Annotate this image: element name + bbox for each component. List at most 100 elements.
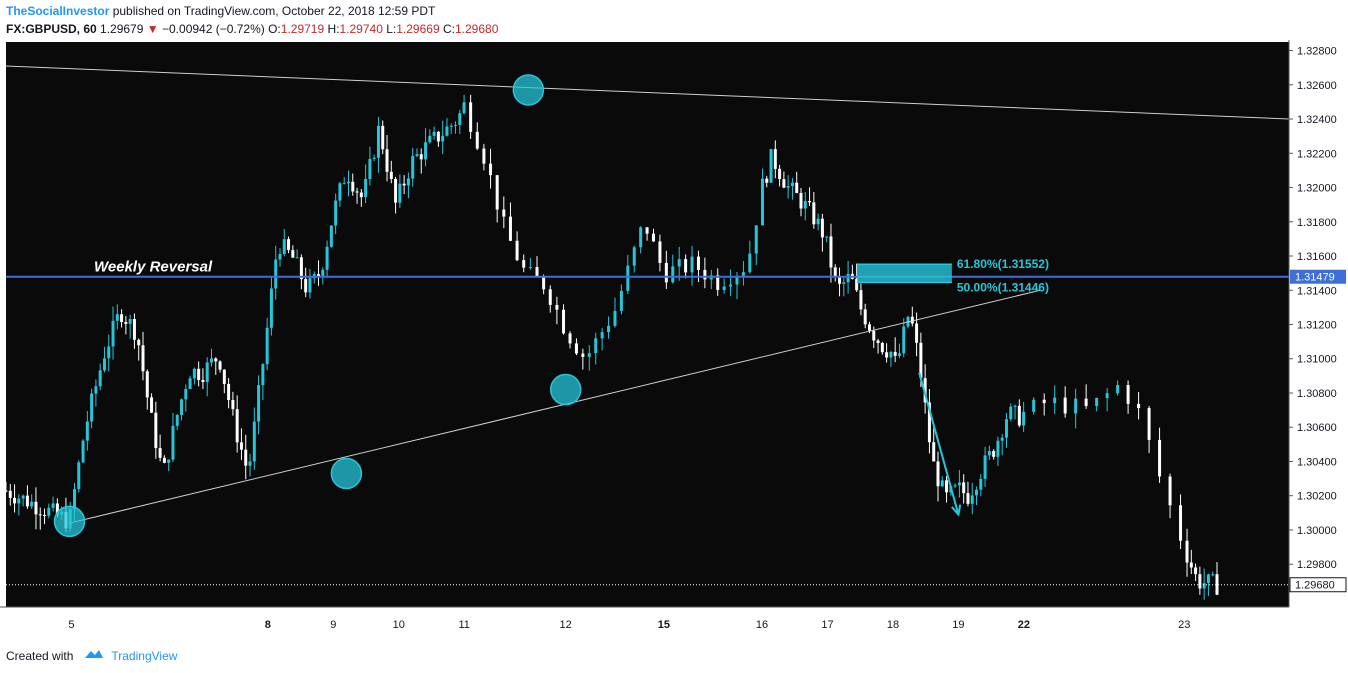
price-chart[interactable]: Weekly Reversal 61.80%(1.31552) 50.00%(1.3… bbox=[0, 40, 1348, 638]
candle bbox=[338, 181, 342, 207]
candle-body bbox=[120, 314, 124, 322]
candle-body bbox=[910, 316, 914, 324]
candle bbox=[812, 191, 816, 229]
candle bbox=[419, 148, 423, 174]
publisher-name[interactable]: TheSocialInvestor bbox=[6, 4, 110, 18]
candle bbox=[98, 363, 102, 391]
candle-body bbox=[137, 339, 141, 346]
fib-zone bbox=[856, 264, 952, 283]
candle-body bbox=[359, 192, 363, 198]
candle-body bbox=[329, 225, 333, 247]
candle bbox=[658, 234, 662, 272]
candle-body bbox=[1053, 397, 1057, 404]
swing-point-marker bbox=[549, 373, 582, 406]
candle-body bbox=[205, 362, 209, 382]
candle bbox=[209, 348, 213, 367]
fib-618-label: 61.80%(1.31552) bbox=[957, 257, 1049, 271]
candle-body bbox=[381, 125, 385, 150]
candle bbox=[13, 484, 17, 513]
candle-body bbox=[876, 340, 880, 343]
candle bbox=[940, 476, 944, 488]
tradingview-cloud-icon[interactable] bbox=[83, 648, 105, 663]
candle-body bbox=[594, 338, 598, 354]
candle-body bbox=[897, 353, 901, 356]
candle-body bbox=[885, 352, 889, 358]
footer: Created with TradingView bbox=[6, 648, 177, 663]
candle-body bbox=[799, 192, 803, 209]
candle bbox=[428, 129, 432, 144]
candle bbox=[359, 189, 363, 207]
candle bbox=[1000, 434, 1004, 456]
candle-body bbox=[778, 168, 782, 180]
candle bbox=[376, 116, 380, 173]
candle-body bbox=[248, 461, 252, 466]
high-value: 1.29740 bbox=[339, 22, 383, 36]
candle-body bbox=[825, 236, 829, 238]
candle bbox=[1137, 391, 1141, 420]
candle-body bbox=[218, 361, 222, 370]
candle bbox=[394, 176, 398, 214]
candle bbox=[987, 445, 991, 460]
candle bbox=[741, 261, 745, 286]
candle-body bbox=[1074, 398, 1078, 414]
candle-body bbox=[1198, 574, 1202, 589]
plot-area[interactable] bbox=[6, 42, 1289, 607]
candle-body bbox=[454, 124, 458, 126]
candle-body bbox=[522, 260, 526, 268]
tradingview-link[interactable]: TradingView bbox=[111, 648, 178, 663]
time-tick-label: 19 bbox=[952, 619, 964, 631]
candle-body bbox=[192, 368, 196, 379]
time-tick-label: 15 bbox=[658, 619, 670, 631]
candle bbox=[334, 193, 338, 235]
candle-body bbox=[782, 179, 786, 188]
candle bbox=[863, 303, 867, 329]
price-axis[interactable] bbox=[1289, 40, 1348, 638]
candle-body bbox=[4, 490, 8, 492]
candle bbox=[94, 379, 98, 407]
time-tick-label: 11 bbox=[459, 619, 470, 631]
candle bbox=[308, 268, 312, 299]
candle bbox=[162, 455, 166, 464]
candle bbox=[1074, 388, 1078, 429]
candle-body bbox=[154, 412, 158, 449]
candle bbox=[180, 398, 184, 421]
candle-body bbox=[754, 225, 758, 254]
candle-body bbox=[1147, 408, 1151, 440]
candle bbox=[600, 328, 604, 351]
candle-body bbox=[867, 324, 871, 331]
candle-body bbox=[748, 253, 752, 273]
candle-body bbox=[17, 498, 21, 504]
candle-body bbox=[581, 353, 585, 357]
candle-body bbox=[77, 462, 81, 490]
low-value: 1.29669 bbox=[396, 22, 440, 36]
candle-body bbox=[555, 304, 559, 310]
candle bbox=[21, 494, 25, 507]
candle bbox=[799, 187, 803, 217]
candle bbox=[902, 318, 906, 358]
candle bbox=[248, 453, 252, 477]
price-tick-label: 1.32800 bbox=[1297, 46, 1337, 58]
candle bbox=[568, 331, 572, 349]
candle-body bbox=[346, 181, 350, 184]
candle bbox=[1215, 562, 1219, 596]
candle-body bbox=[658, 241, 662, 263]
candle bbox=[325, 240, 329, 278]
candle-body bbox=[150, 397, 154, 413]
candle bbox=[402, 175, 406, 195]
candle bbox=[265, 317, 269, 371]
time-axis[interactable] bbox=[0, 607, 1289, 638]
candle bbox=[607, 316, 611, 339]
candle-body bbox=[94, 386, 98, 394]
candle bbox=[562, 304, 566, 335]
candle-body bbox=[1000, 437, 1004, 441]
swing-point-marker bbox=[512, 74, 545, 106]
candle-body bbox=[428, 135, 432, 143]
candle-body bbox=[684, 259, 688, 273]
candle bbox=[996, 436, 1000, 466]
time-tick-label: 8 bbox=[265, 619, 271, 631]
candle bbox=[124, 315, 128, 335]
open-label: O: bbox=[268, 22, 281, 36]
candle bbox=[1095, 397, 1099, 412]
candle bbox=[364, 164, 368, 204]
price-tick-label: 1.32000 bbox=[1297, 183, 1337, 195]
